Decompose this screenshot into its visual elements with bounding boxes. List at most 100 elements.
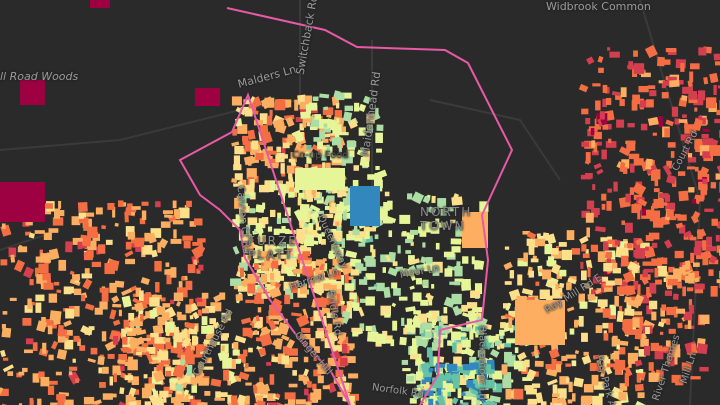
building (313, 346, 320, 354)
building (481, 394, 489, 399)
building (457, 375, 468, 386)
building (456, 331, 466, 343)
building (249, 208, 256, 214)
building (1, 327, 12, 338)
building (201, 316, 208, 325)
building (345, 250, 358, 259)
building (653, 198, 664, 209)
building (350, 186, 380, 226)
building (631, 204, 640, 214)
building (367, 174, 377, 180)
building (32, 342, 38, 352)
building (633, 294, 645, 307)
building (653, 169, 661, 180)
building (524, 385, 534, 391)
building (334, 110, 343, 118)
building (124, 250, 134, 258)
building (260, 326, 270, 336)
building (205, 306, 216, 313)
building (569, 328, 575, 335)
building (319, 130, 326, 140)
building (28, 232, 35, 239)
building (718, 279, 720, 288)
building (452, 305, 461, 317)
building (0, 387, 4, 398)
building (546, 279, 558, 288)
building (287, 395, 296, 405)
building (382, 219, 393, 224)
building (151, 294, 162, 300)
building (283, 281, 294, 291)
building (275, 152, 285, 163)
building (341, 156, 346, 166)
building (662, 80, 670, 86)
building (331, 244, 340, 253)
building (121, 295, 132, 308)
building (22, 266, 35, 279)
building (322, 162, 326, 174)
building (241, 234, 252, 242)
building (669, 357, 675, 367)
building (34, 267, 39, 277)
building (341, 92, 352, 99)
building (718, 270, 720, 279)
label-co-op-food[interactable]: Co-op Food (292, 150, 349, 161)
building (701, 193, 705, 200)
building (179, 358, 186, 366)
building (633, 50, 638, 57)
building (490, 348, 500, 358)
building (461, 284, 472, 291)
building (260, 96, 275, 110)
building (172, 359, 181, 365)
building (555, 283, 559, 290)
building (666, 319, 671, 325)
building (552, 384, 558, 394)
building (546, 295, 553, 302)
area-boundary[interactable] (178, 7, 514, 405)
building (269, 304, 280, 316)
building (665, 340, 671, 348)
building (447, 340, 454, 346)
building (124, 321, 136, 327)
building (358, 279, 365, 285)
building (370, 244, 374, 253)
building (80, 325, 93, 336)
building (585, 212, 594, 223)
building (632, 317, 640, 328)
building (470, 388, 479, 396)
building (453, 356, 462, 367)
building (44, 319, 53, 328)
building (641, 208, 647, 216)
building (325, 162, 331, 171)
building (301, 260, 310, 265)
building (161, 312, 170, 321)
building (652, 217, 664, 228)
building (323, 258, 327, 262)
building (154, 338, 165, 350)
building (160, 297, 166, 302)
building (290, 247, 299, 254)
building (397, 245, 401, 254)
building (87, 226, 98, 236)
building (136, 345, 148, 353)
building (134, 302, 144, 312)
building (86, 250, 94, 258)
building (328, 253, 336, 259)
building (355, 263, 364, 269)
building (97, 355, 105, 366)
building (99, 287, 109, 293)
building (88, 326, 95, 331)
building (349, 289, 354, 294)
building (237, 180, 244, 189)
building (176, 311, 182, 318)
building (178, 207, 190, 219)
building (627, 242, 633, 249)
building (574, 349, 580, 355)
building (583, 351, 589, 356)
building (290, 152, 297, 163)
building (336, 118, 340, 124)
building (329, 206, 338, 214)
building (314, 274, 320, 282)
building (447, 207, 454, 212)
